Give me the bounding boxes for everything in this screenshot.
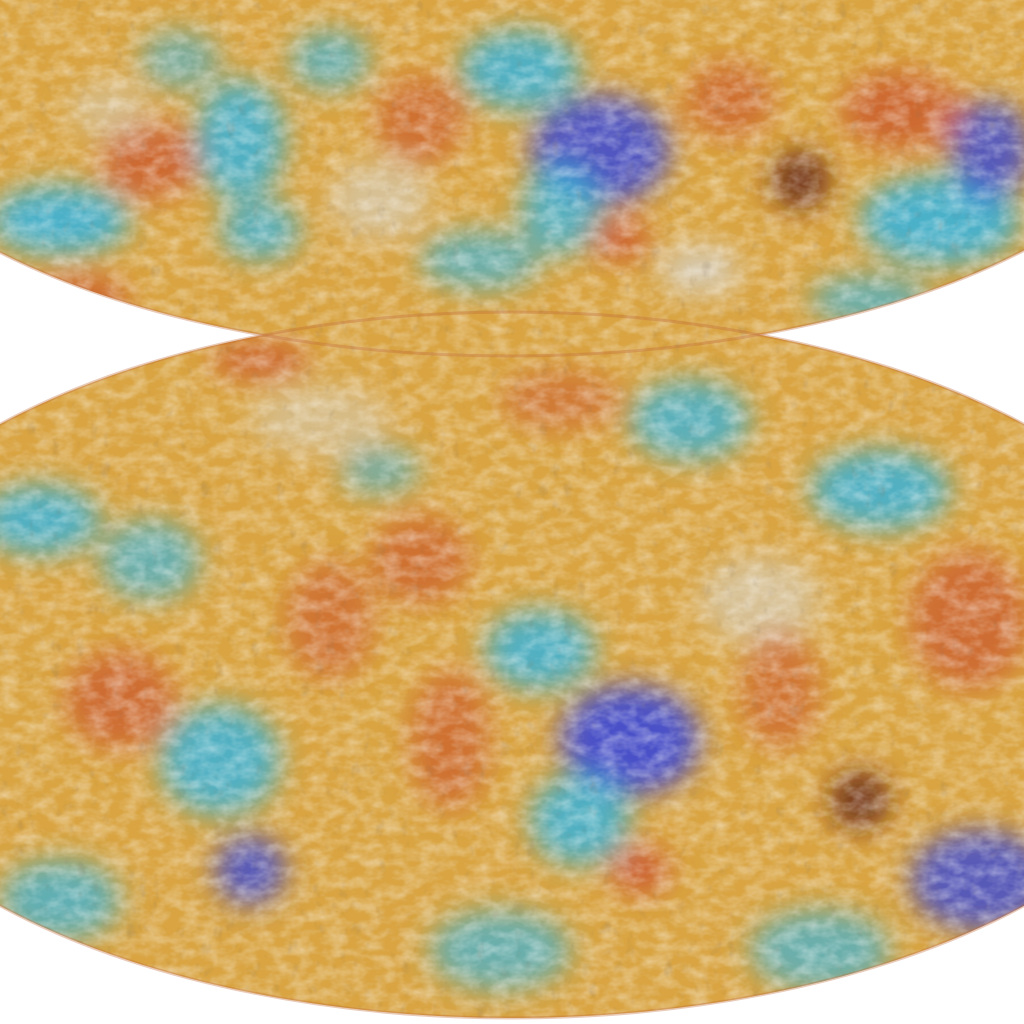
lower-panel-rim [0, 310, 1024, 1020]
sky-map-lower-panel [0, 312, 1024, 1018]
upper-panel-rim [0, 248, 1024, 358]
line-texture [0, 0, 1024, 356]
sky-map-upper-panel [0, 0, 1024, 356]
line-texture [0, 312, 1024, 1018]
